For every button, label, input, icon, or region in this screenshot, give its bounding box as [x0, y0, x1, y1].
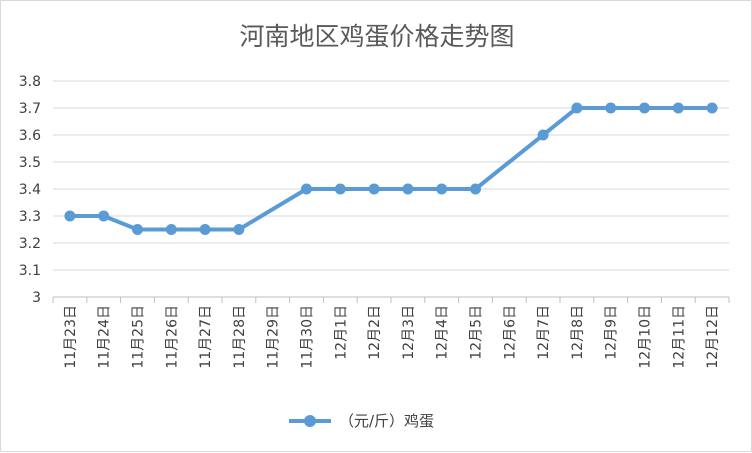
x-tick-label: 11月26日	[164, 305, 180, 369]
x-tick-label: 11月27日	[198, 305, 214, 369]
y-tick-label: 3	[32, 290, 41, 306]
y-tick-label: 3.5	[19, 155, 41, 171]
data-point	[199, 224, 211, 235]
series-layer	[64, 102, 718, 235]
x-tick-label: 11月30日	[300, 305, 316, 369]
data-point	[132, 224, 143, 235]
x-tick-label: 12月10日	[638, 305, 654, 369]
x-tick-label: 12月5日	[469, 305, 485, 360]
y-tick-label: 3.8	[19, 74, 41, 90]
y-tick-label: 3.1	[19, 263, 41, 279]
x-tick-label: 12月8日	[570, 305, 586, 360]
data-point	[470, 183, 481, 195]
data-point	[233, 224, 245, 235]
data-point	[402, 183, 414, 195]
x-tick-label: 12月2日	[367, 305, 383, 360]
x-tick-label: 12月6日	[502, 305, 518, 360]
data-point	[64, 210, 76, 222]
chart-title: 河南地区鸡蛋价格走势图	[239, 22, 514, 51]
y-axis-ticks: 3 3.1 3.2 3.3 3.4 3.5 3.6 3.7 3.8	[19, 74, 41, 306]
data-point	[537, 129, 549, 141]
x-tick-label: 11月23日	[63, 305, 79, 369]
legend-marker	[304, 415, 316, 427]
y-tick-label: 3.3	[19, 209, 41, 225]
x-tick-label: 12月7日	[536, 305, 552, 360]
data-point	[368, 183, 380, 195]
data-point	[165, 224, 177, 235]
data-point	[571, 102, 583, 114]
y-tick-label: 3.2	[19, 236, 41, 252]
x-tick-label: 12月12日	[705, 305, 721, 369]
data-point	[436, 183, 448, 195]
legend-label: （元/斤）鸡蛋	[339, 412, 434, 430]
x-tick-label: 11月25日	[131, 305, 147, 369]
data-point	[605, 102, 617, 114]
data-point	[706, 102, 718, 114]
data-point	[639, 102, 650, 114]
x-tick-label: 12月1日	[333, 305, 349, 360]
x-tick-label: 12月9日	[604, 305, 620, 360]
x-tick-label: 12月4日	[435, 305, 451, 360]
y-tick-label: 3.4	[19, 182, 41, 198]
y-tick-label: 3.6	[19, 128, 41, 144]
x-tick-label: 11月24日	[97, 305, 113, 369]
data-point	[334, 183, 346, 195]
x-tick-label: 11月29日	[266, 305, 282, 369]
x-tick-label: 12月11日	[671, 305, 687, 369]
series-line	[67, 106, 715, 232]
y-tick-label: 3.7	[19, 101, 41, 117]
x-tick-label: 11月28日	[232, 305, 248, 369]
x-axis: 11月23日 11月24日 11月25日 11月26日 11月27日 11月28日 11月2…	[52, 297, 730, 369]
x-tick-label: 12月3日	[401, 305, 417, 360]
data-point	[301, 183, 312, 195]
data-point	[98, 210, 110, 222]
data-point	[672, 102, 684, 114]
legend: （元/斤）鸡蛋	[289, 412, 434, 430]
